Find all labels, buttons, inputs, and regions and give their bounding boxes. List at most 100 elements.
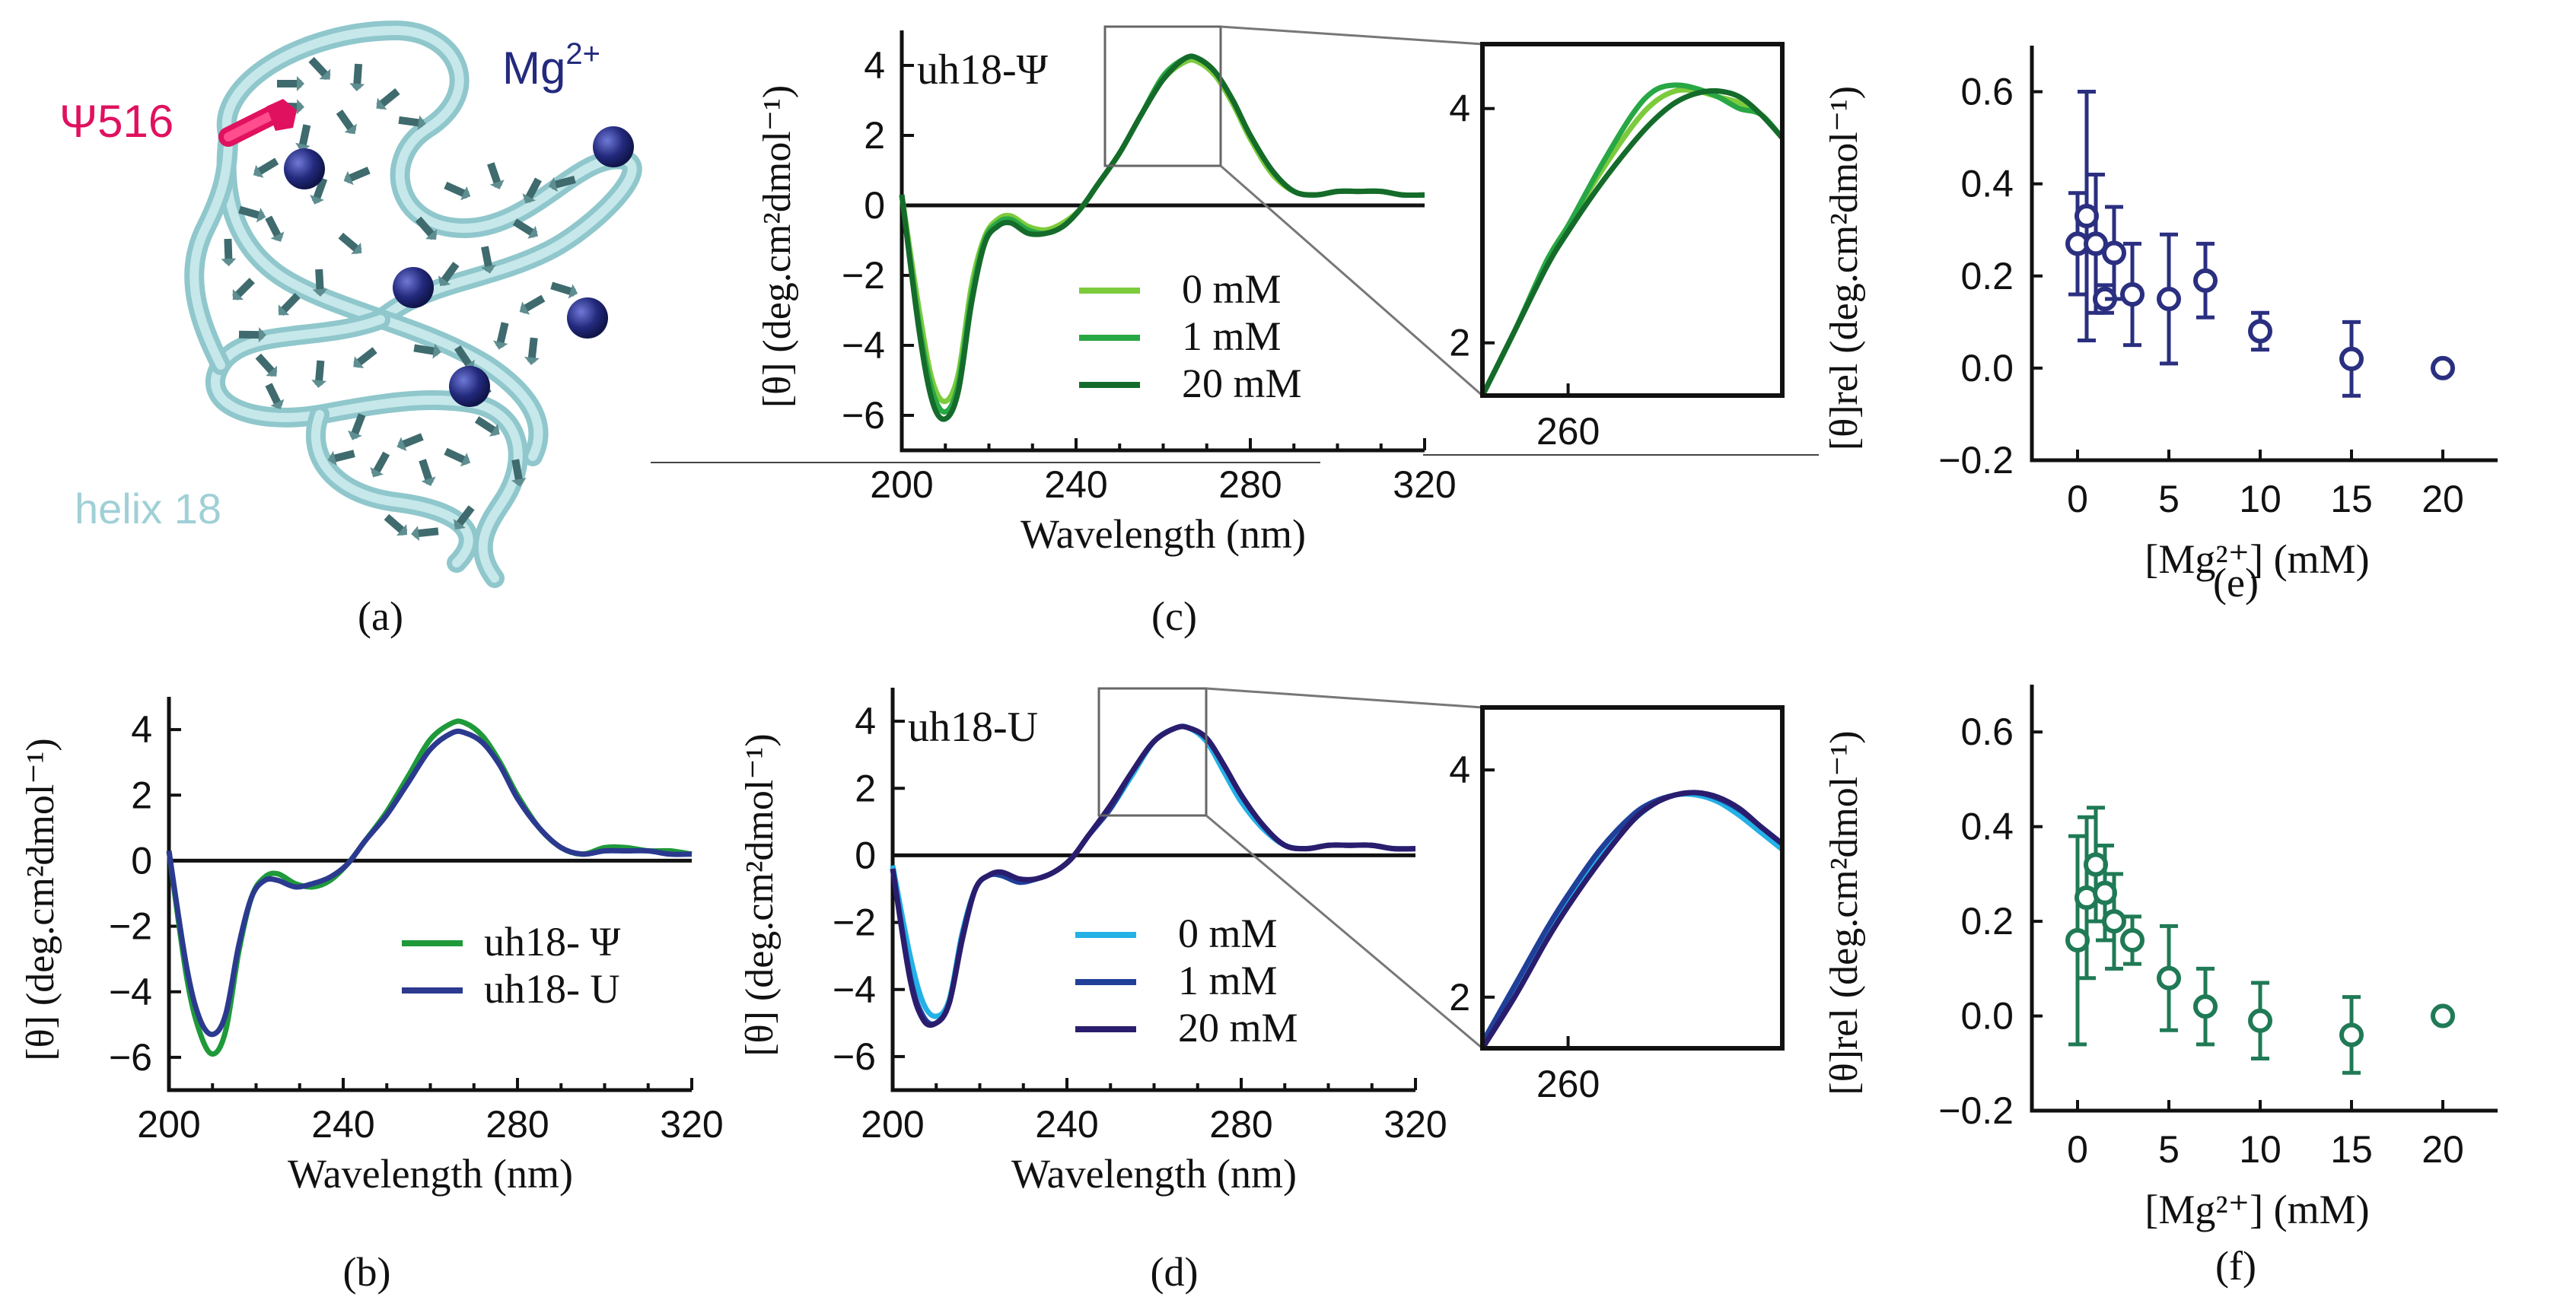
y-tick-label: 2 (855, 767, 876, 809)
base-ring (511, 478, 527, 487)
y-tick-label: −6 (842, 394, 885, 437)
base-ring (310, 194, 324, 205)
y-tick-label: 2 (131, 774, 152, 816)
y-tick-label: 4 (864, 44, 885, 87)
zoom-connector (1220, 164, 1483, 397)
mg-ions (284, 126, 634, 407)
base-ring (425, 228, 438, 240)
base-pair (487, 162, 502, 188)
y-tick-label: −4 (842, 324, 885, 367)
data-point (2084, 852, 2108, 877)
base-ring (349, 83, 365, 91)
mg-ion (593, 126, 634, 167)
x-tick-label: 200 (137, 1103, 200, 1146)
base-ring (311, 380, 327, 388)
legend: 0 mM 1 mM 20 mM (1079, 266, 1302, 406)
y-axis-label: [θ] (deg.cm²dmol⁻¹) (756, 85, 799, 408)
legend-label: 0 mM (1157, 911, 1278, 956)
y-tick-label: −2 (842, 254, 885, 297)
base-ring (481, 264, 496, 274)
base-pair (444, 447, 470, 466)
base-ring (297, 76, 304, 91)
rna-backbone (184, 20, 642, 588)
data-point (2248, 319, 2272, 344)
base-ring (278, 304, 290, 316)
series-line-1 (890, 723, 1416, 1027)
data-point (2093, 880, 2117, 905)
zoom-x-tick-label: 260 (1536, 1063, 1600, 1105)
base-ring (568, 284, 578, 299)
panel-b-label: (b) (343, 1249, 391, 1295)
panel-e-label: (e) (2213, 560, 2259, 606)
helix18-label: helix 18 (75, 485, 221, 533)
zoom-connector (1205, 814, 1483, 1050)
y-tick-label: −6 (109, 1036, 152, 1079)
y-tick-label: 0.0 (1960, 347, 2014, 389)
legend-label: uh18- U (484, 966, 619, 1012)
base-ring (266, 365, 278, 377)
x-tick-label: 200 (870, 463, 933, 506)
base-pair (527, 337, 538, 363)
legend-label: 20 mM (1161, 361, 1302, 406)
zoom-series-line-2 (1482, 87, 1782, 396)
base-ring (258, 327, 266, 343)
base-ring (519, 301, 530, 315)
base-pair (444, 181, 470, 199)
x-axis-label: Wavelength (nm) (1011, 1151, 1297, 1197)
base-ring (296, 99, 304, 115)
base-pair (315, 269, 324, 294)
base-ring (432, 343, 441, 359)
base-pair (413, 527, 439, 538)
psi516-base (266, 99, 297, 131)
data-point (2339, 1022, 2364, 1048)
base-ring (489, 424, 500, 437)
base-ring (256, 208, 266, 223)
series-line-2 (890, 723, 1416, 1028)
base-ring (411, 526, 420, 541)
y-tick-label: 0.6 (1960, 711, 2014, 753)
data-point (2120, 928, 2145, 952)
data-point (2431, 1003, 2455, 1028)
base-ring (548, 176, 558, 192)
base-pair (277, 80, 301, 87)
data-point (2120, 282, 2145, 307)
x-tick-label: 320 (1393, 463, 1456, 506)
legend-label: 0 mM (1161, 266, 1282, 312)
base-ring (319, 68, 331, 80)
base-ring (343, 170, 354, 186)
base-pair (352, 63, 363, 89)
zoom-connector (1205, 687, 1483, 709)
base-ring (348, 430, 362, 440)
y-tick-label: 0.2 (1960, 900, 2014, 943)
legend-label: 1 mM (1157, 958, 1278, 1003)
zoom-y-tick-label: 4 (1449, 87, 1470, 130)
base-ring (351, 242, 362, 255)
zoom-series-line-0 (1482, 791, 1782, 1048)
zoom-source-box (1103, 25, 1222, 167)
base-ring (270, 399, 285, 409)
x-tick-label: 320 (660, 1103, 723, 1146)
x-axis-label: [Mg²⁺] (mM) (2145, 1187, 2369, 1232)
base-ring (421, 476, 436, 487)
base-ring (527, 225, 538, 239)
y-tick-label: −0.2 (1938, 439, 2014, 482)
zoom-y-tick-label: 2 (1449, 976, 1470, 1019)
base-pair (330, 450, 355, 463)
base-pair (224, 238, 233, 264)
zoom-frame (1480, 705, 1785, 1051)
base-ring (453, 518, 466, 529)
base-ring (370, 466, 384, 478)
base-pair (349, 413, 366, 439)
x-tick-label: 320 (1384, 1103, 1447, 1146)
x-tick-label: 15 (2330, 1128, 2373, 1171)
data-point (2074, 204, 2099, 229)
y-tick-label: −2 (833, 901, 876, 944)
data-point (2102, 240, 2126, 265)
base-ring (312, 288, 328, 297)
base-ring (344, 123, 357, 135)
y-tick-label: 0 (864, 184, 885, 227)
base-ring (253, 164, 264, 178)
base-pair (345, 167, 371, 183)
base-ring (460, 453, 471, 467)
x-tick-label: 20 (2422, 478, 2464, 520)
